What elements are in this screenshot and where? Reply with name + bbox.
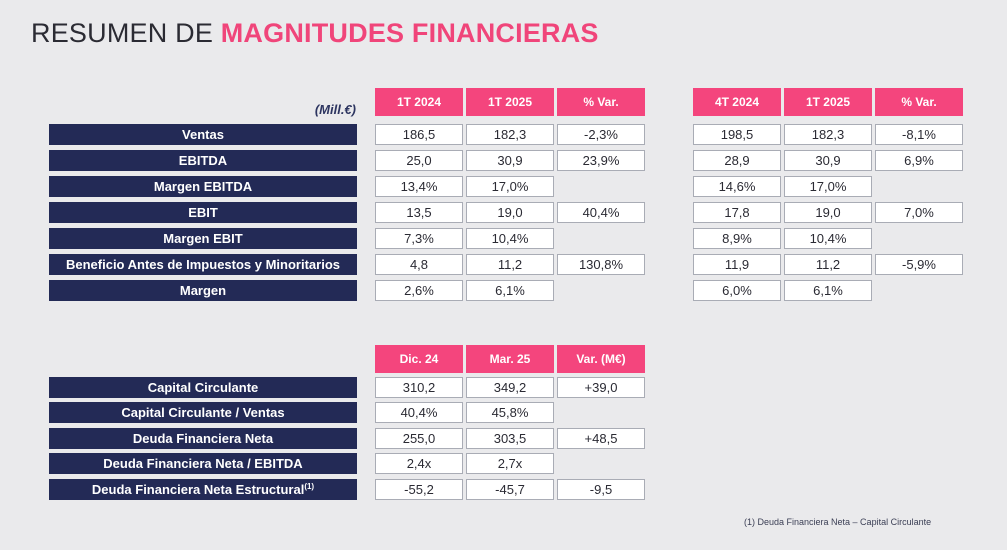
row-label: EBIT	[49, 202, 357, 223]
value-cell: 23,9%	[557, 150, 645, 171]
value-cell: 130,8%	[557, 254, 645, 275]
value-cell: 45,8%	[466, 402, 554, 423]
value-cell: 17,0%	[784, 176, 872, 197]
value-cell: 30,9	[466, 150, 554, 171]
value-cell: -8,1%	[875, 124, 963, 145]
row-label-text: Deuda Financiera Neta Estructural	[91, 482, 305, 497]
row-label-text: Capital Circulante / Ventas	[121, 405, 285, 420]
row-label: Margen EBIT	[49, 228, 357, 249]
value-cell: 13,5	[375, 202, 463, 223]
row-label: Beneficio Antes de Impuestos y Minoritar…	[49, 254, 357, 275]
value-cell: 40,4%	[375, 402, 463, 423]
value-cell: 7,0%	[875, 202, 963, 223]
value-cell: 14,6%	[693, 176, 781, 197]
column-header: % Var.	[557, 88, 645, 116]
value-cell: +48,5	[557, 428, 645, 449]
value-cell: 2,6%	[375, 280, 463, 301]
value-cell: 182,3	[466, 124, 554, 145]
title-accent: MAGNITUDES FINANCIERAS	[220, 18, 599, 48]
column-header: Mar. 25	[466, 345, 554, 373]
row-label-text: Capital Circulante	[147, 380, 259, 395]
value-cell: 186,5	[375, 124, 463, 145]
column-header: Var. (M€)	[557, 345, 645, 373]
value-cell: 310,2	[375, 377, 463, 398]
row-label-text: Deuda Financiera Neta / EBITDA	[103, 456, 303, 471]
value-cell: 10,4%	[784, 228, 872, 249]
row-label: Margen	[49, 280, 357, 301]
value-cell: 19,0	[784, 202, 872, 223]
value-cell: -55,2	[375, 479, 463, 500]
value-cell: 6,1%	[466, 280, 554, 301]
unit-label: (Mill.€)	[314, 102, 356, 117]
value-cell: 10,4%	[466, 228, 554, 249]
value-cell: 2,7x	[466, 453, 554, 474]
value-cell: 303,5	[466, 428, 554, 449]
value-cell: 6,9%	[875, 150, 963, 171]
value-cell: 182,3	[784, 124, 872, 145]
value-cell: 4,8	[375, 254, 463, 275]
footnote: (1) Deuda Financiera Neta – Capital Circ…	[744, 517, 932, 527]
column-header: Dic. 24	[375, 345, 463, 373]
row-label: Capital Circulante	[49, 377, 357, 398]
row-label: Margen EBITDA	[49, 176, 357, 197]
value-cell: 349,2	[466, 377, 554, 398]
value-cell: 40,4%	[557, 202, 645, 223]
row-label: Deuda Financiera Neta	[49, 428, 357, 449]
column-header: 1T 2024	[375, 88, 463, 116]
column-header: 1T 2025	[784, 88, 872, 116]
value-cell: 6,0%	[693, 280, 781, 301]
value-cell: 17,0%	[466, 176, 554, 197]
row-label: Deuda Financiera Neta Estructural(1)	[49, 479, 357, 500]
value-cell: 11,2	[466, 254, 554, 275]
value-cell: 19,0	[466, 202, 554, 223]
value-cell: 198,5	[693, 124, 781, 145]
footnote-marker: (1)	[304, 482, 315, 491]
value-cell: 8,9%	[693, 228, 781, 249]
value-cell: 11,9	[693, 254, 781, 275]
column-header: % Var.	[875, 88, 963, 116]
value-cell: -9,5	[557, 479, 645, 500]
value-cell: 6,1%	[784, 280, 872, 301]
value-cell: 13,4%	[375, 176, 463, 197]
row-label: Capital Circulante / Ventas	[49, 402, 357, 423]
value-cell: 2,4x	[375, 453, 463, 474]
value-cell: 17,8	[693, 202, 781, 223]
value-cell: +39,0	[557, 377, 645, 398]
column-header: 4T 2024	[693, 88, 781, 116]
value-cell: 25,0	[375, 150, 463, 171]
value-cell: 255,0	[375, 428, 463, 449]
value-cell: -2,3%	[557, 124, 645, 145]
title-light: RESUMEN DE	[31, 18, 221, 48]
row-label: Deuda Financiera Neta / EBITDA	[49, 453, 357, 474]
value-cell: 30,9	[784, 150, 872, 171]
column-header: 1T 2025	[466, 88, 554, 116]
value-cell: 7,3%	[375, 228, 463, 249]
row-label: EBITDA	[49, 150, 357, 171]
row-label-text: Deuda Financiera Neta	[132, 431, 274, 446]
value-cell: 11,2	[784, 254, 872, 275]
page-title: RESUMEN DE MAGNITUDES FINANCIERAS	[31, 16, 599, 50]
value-cell: -45,7	[466, 479, 554, 500]
value-cell: 28,9	[693, 150, 781, 171]
row-label: Ventas	[49, 124, 357, 145]
value-cell: -5,9%	[875, 254, 963, 275]
